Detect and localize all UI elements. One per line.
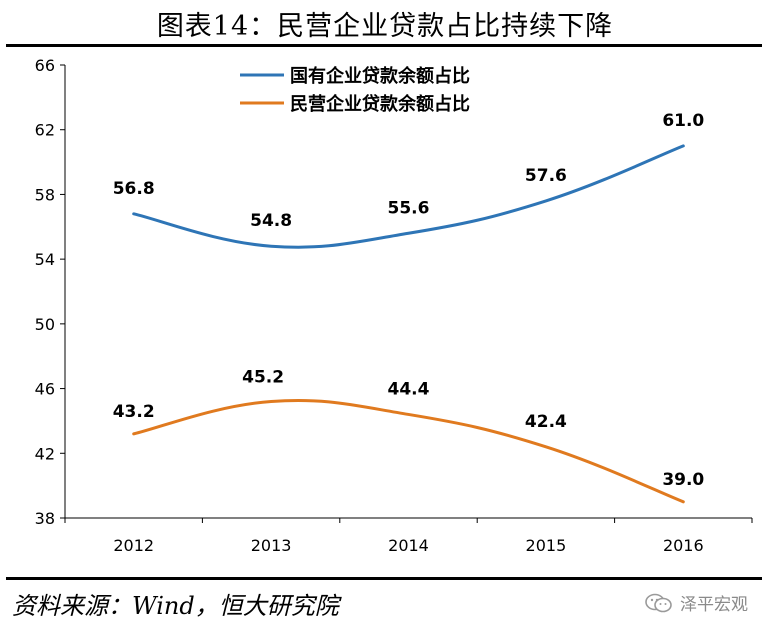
y-tick-label: 58 (35, 185, 55, 204)
x-tick-label: 2014 (388, 536, 429, 555)
series-line-2 (132, 398, 685, 504)
x-tick-label: 2015 (526, 536, 567, 555)
x-tick-label: 2013 (251, 536, 292, 555)
data-label: 45.2 (242, 368, 284, 388)
y-tick-label: 62 (35, 121, 55, 140)
series-line-1 (132, 144, 685, 249)
watermark-text: 泽平宏观 (680, 595, 748, 615)
y-tick-label: 66 (35, 56, 55, 75)
legend-label-2: 民营企业贷款余额占比 (290, 93, 470, 115)
y-tick-label: 38 (35, 509, 55, 528)
bottom-rule (6, 577, 762, 580)
chart-title: 图表14：民营企业贷款占比持续下降 (156, 11, 614, 42)
data-label: 54.8 (250, 211, 292, 231)
data-label: 55.6 (388, 198, 430, 218)
wechat-icon (645, 593, 672, 612)
data-label: 56.8 (113, 179, 155, 199)
data-label: 42.4 (525, 412, 567, 432)
y-tick-label: 46 (35, 380, 55, 399)
data-label: 39.0 (662, 470, 704, 490)
x-tick-label: 2016 (663, 536, 704, 555)
top-rule (6, 44, 762, 47)
data-label: 44.4 (388, 379, 430, 399)
source-note: 资料来源：Wind，恒大研究院 (12, 592, 339, 620)
y-tick-label: 42 (35, 444, 55, 463)
data-label: 61.0 (662, 111, 704, 131)
legend-label-1: 国有企业贷款余额占比 (290, 65, 470, 87)
data-label: 43.2 (113, 402, 155, 422)
data-label: 57.6 (525, 166, 567, 186)
x-tick-label: 2012 (113, 536, 154, 555)
y-tick-label: 54 (35, 250, 55, 269)
y-tick-label: 50 (35, 315, 55, 334)
watermark: 泽平宏观 (644, 590, 748, 615)
